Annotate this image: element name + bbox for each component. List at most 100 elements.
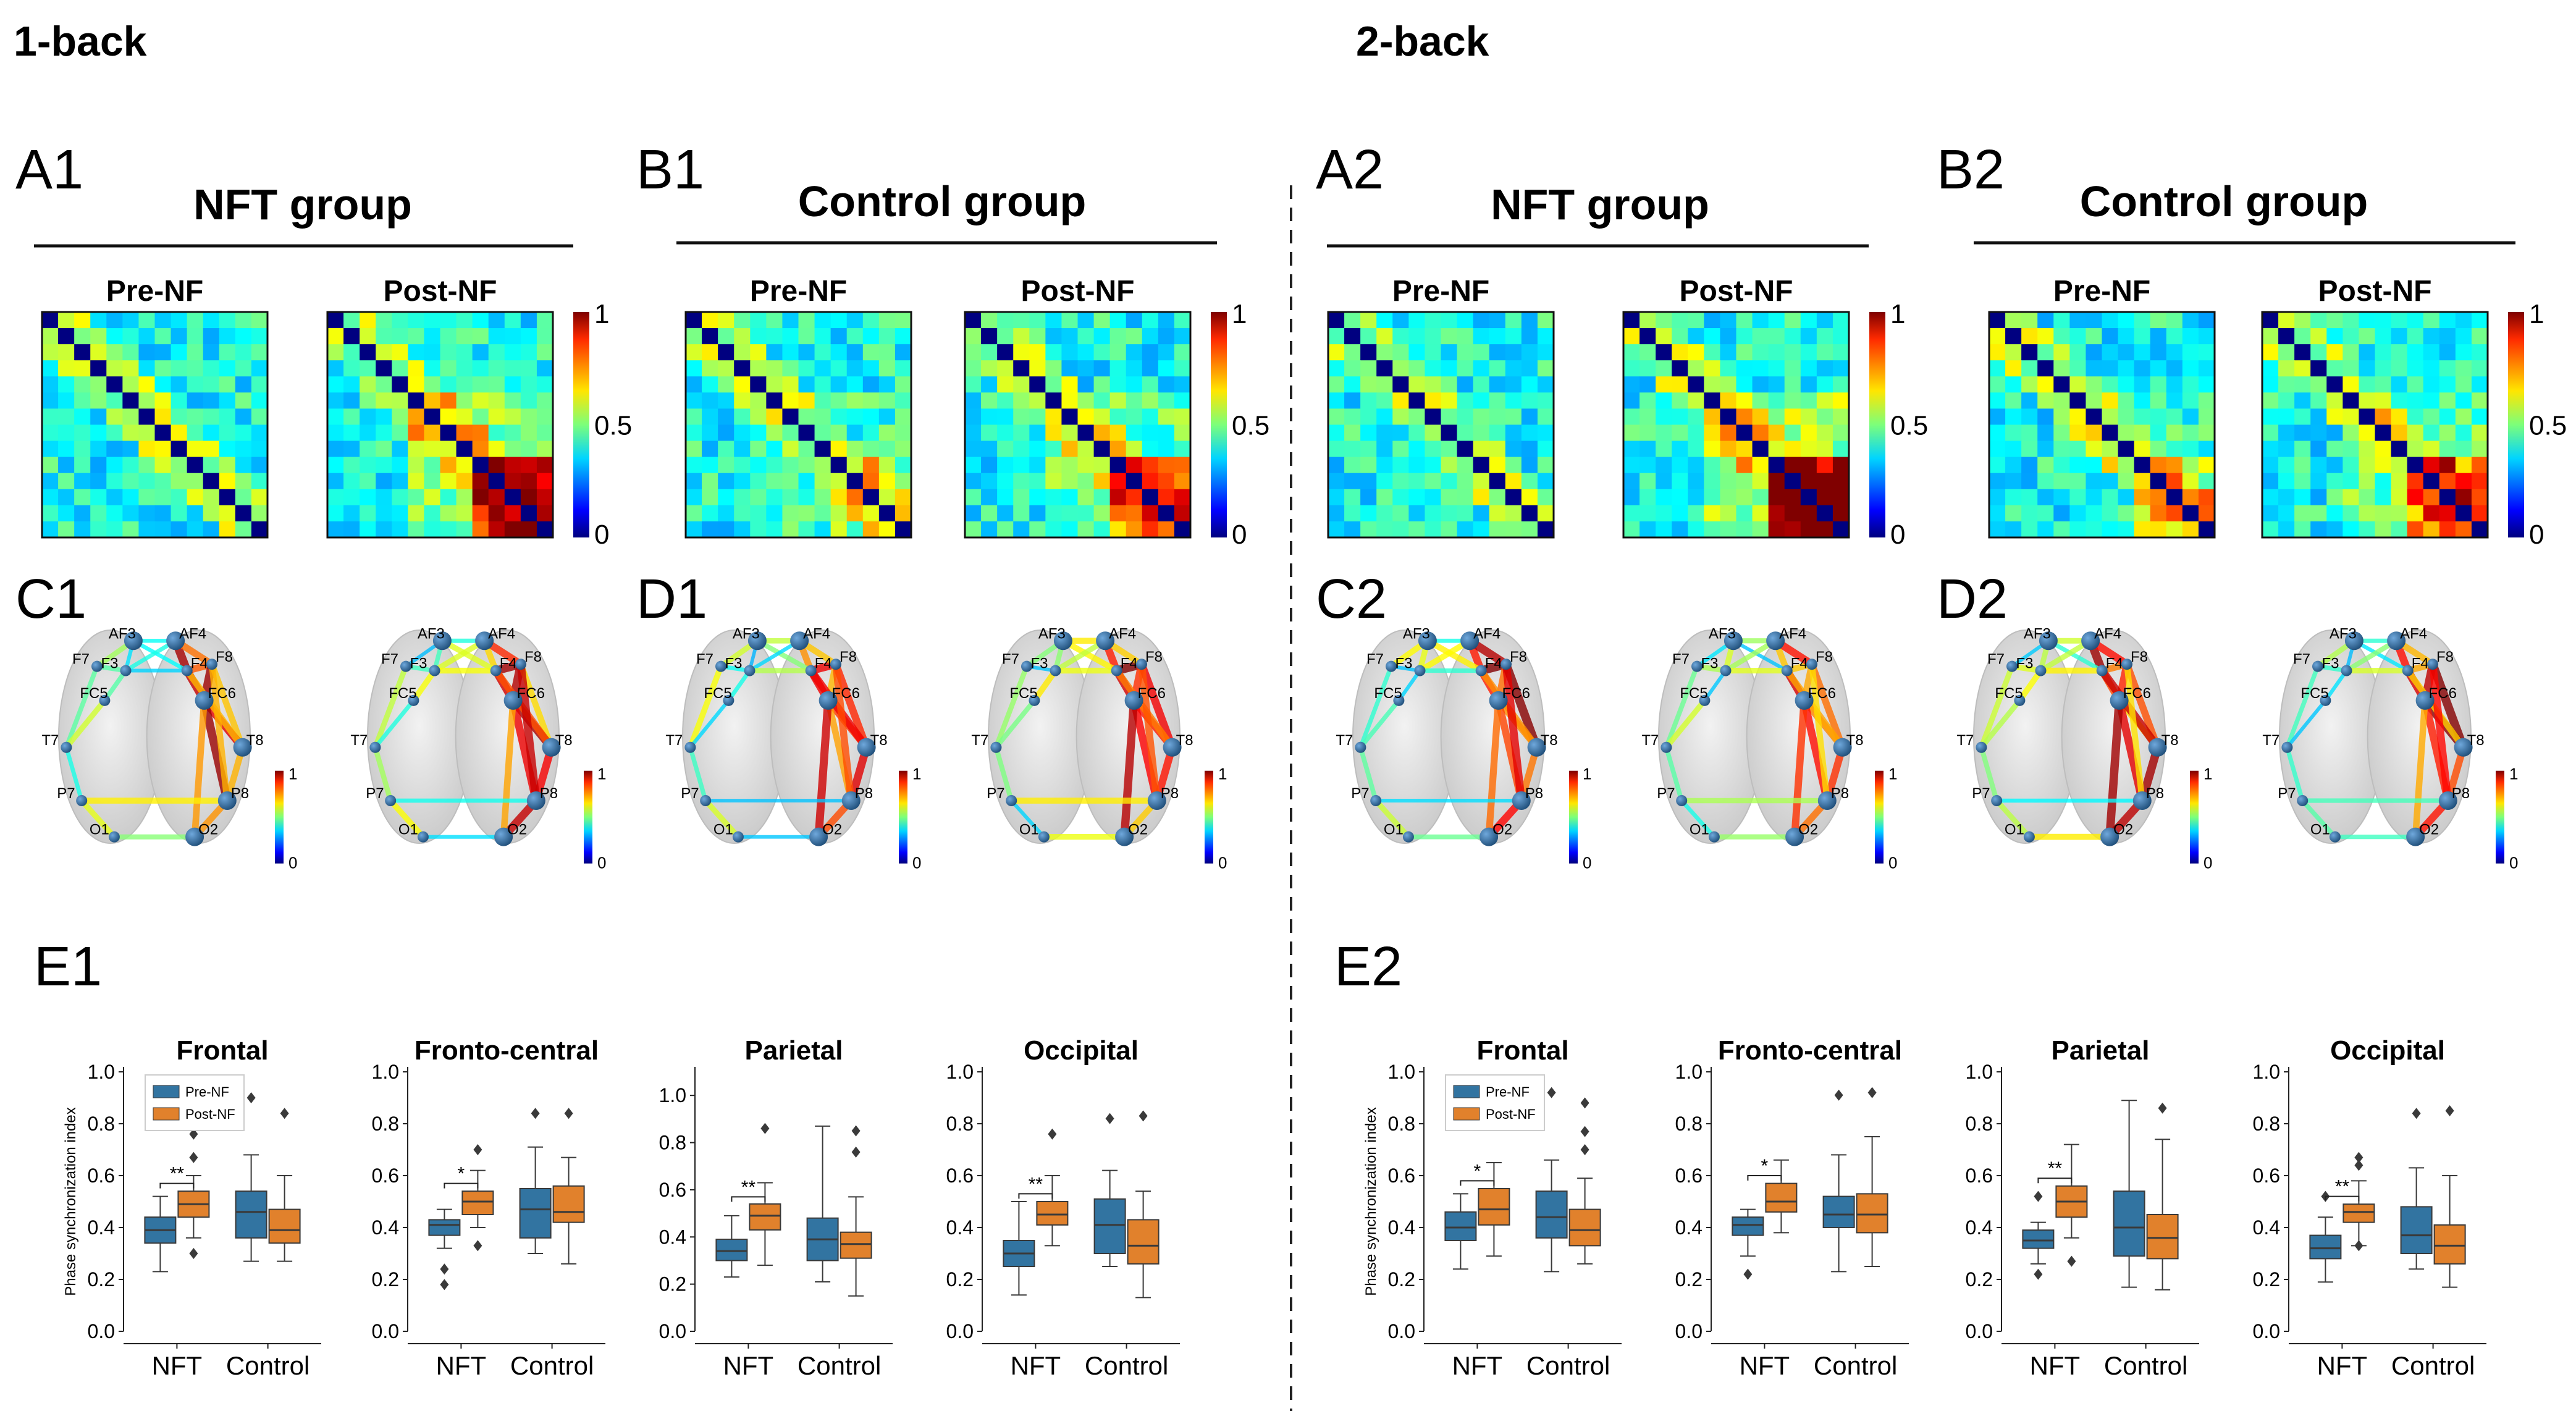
matrix-cell	[2021, 473, 2038, 490]
matrix-cell	[1768, 344, 1785, 361]
matrix-cell	[2455, 505, 2472, 522]
matrix-cell	[1441, 408, 1458, 426]
matrix-cell	[1126, 505, 1143, 522]
legend-swatch	[1453, 1107, 1480, 1121]
matrix-cell	[1457, 521, 1474, 538]
matrix-frame	[964, 311, 1192, 539]
matrix-cell	[456, 376, 473, 393]
matrix-cell	[1489, 376, 1506, 393]
matrix-cell	[424, 457, 441, 474]
matrix-cell	[1109, 473, 1127, 490]
matrix-cell	[2134, 457, 2151, 474]
matrix-cell	[2439, 408, 2456, 426]
y-tick-label: 0.4	[1675, 1216, 1703, 1239]
matrix-cell	[686, 505, 702, 522]
boxplot-title: Fronto-central	[415, 1035, 599, 1066]
matrix-cell	[392, 489, 408, 506]
matrix-cell	[1784, 489, 1801, 506]
matrix-cell	[90, 376, 107, 393]
matrix-cell	[343, 376, 360, 393]
matrix-cell	[536, 360, 554, 377]
matrix-cell	[830, 344, 848, 361]
matrix-cell	[1489, 360, 1506, 377]
matrix-cell	[766, 424, 783, 442]
y-tick-label: 0.2	[1388, 1268, 1415, 1291]
matrix-cell	[2198, 457, 2215, 474]
matrix-cell	[1077, 328, 1095, 345]
matrix-cell	[1029, 489, 1046, 506]
electrode-label: FC6	[832, 685, 860, 702]
matrix-cell	[1704, 489, 1721, 506]
matrix-cell	[2150, 521, 2167, 538]
matrix-cell	[1158, 328, 1175, 345]
matrix-cell	[424, 521, 441, 538]
matrix-cell	[1344, 328, 1361, 345]
x-tick-label: NFT	[436, 1351, 487, 1380]
outlier-point	[2034, 1190, 2043, 1202]
electrode-node	[2344, 631, 2363, 651]
electrode-label: F7	[381, 651, 398, 668]
matrix-cell	[2102, 376, 2119, 393]
matrix-cell	[1158, 376, 1175, 393]
matrix-cell	[1623, 344, 1640, 361]
electrode-label: T8	[1541, 732, 1558, 749]
matrix-cell	[456, 344, 473, 361]
electrode-node	[2387, 631, 2406, 651]
significance-label: *	[458, 1164, 465, 1184]
matrix-cell	[520, 473, 537, 490]
matrix-cell	[90, 312, 107, 329]
matrix-cell	[1800, 473, 1817, 490]
matrix-cell	[1623, 440, 1640, 458]
brain-edge	[79, 798, 117, 839]
outlier-point	[1105, 1113, 1114, 1124]
matrix-cell	[1537, 489, 1554, 506]
colorbar-tick-min: 0	[1583, 854, 1591, 872]
group-title-control-2back: Control group	[2080, 177, 2368, 225]
electrode-node	[2121, 659, 2132, 670]
brain-edge	[64, 699, 107, 749]
matrix-cell	[1473, 408, 1490, 426]
y-tick-label: 0.4	[88, 1216, 115, 1239]
matrix-cell	[2375, 489, 2392, 506]
matrix-cell	[1013, 505, 1030, 522]
matrix-cell	[2198, 360, 2215, 377]
matrix-cell	[1013, 328, 1030, 345]
matrix-cell	[1688, 312, 1704, 329]
matrix-cell	[2134, 505, 2151, 522]
matrix-cell	[235, 521, 252, 538]
matrix-cell	[2134, 440, 2151, 458]
electrode-node	[841, 791, 861, 810]
matrix-cell	[2086, 473, 2103, 490]
matrix-cell	[1174, 521, 1191, 538]
matrix-cell	[122, 408, 140, 426]
matrix-cell	[2326, 376, 2343, 393]
electrode-node	[1661, 741, 1672, 753]
matrix-cell	[187, 312, 204, 329]
matrix-cell	[1093, 440, 1111, 458]
electrode-label: T8	[2161, 732, 2179, 749]
colorbar-tick-max: 1	[1583, 765, 1591, 783]
matrix-cell	[1376, 457, 1393, 474]
matrix-cell	[878, 457, 896, 474]
outlier-point	[2354, 1160, 2363, 1171]
matrix-cell	[251, 424, 268, 442]
matrix-cell	[750, 440, 767, 458]
matrix-cell	[1473, 328, 1490, 345]
matrix-cell	[122, 424, 140, 442]
matrix-cell	[878, 392, 896, 410]
matrix-cell	[1109, 376, 1127, 393]
matrix-cell	[2005, 376, 2022, 393]
matrix-cell	[154, 473, 172, 490]
matrix-cell	[2118, 376, 2135, 393]
matrix-cell	[74, 521, 91, 538]
matrix-cell	[2198, 344, 2215, 361]
brain-edge	[411, 668, 437, 702]
matrix-cell	[42, 344, 59, 361]
matrix-cell	[766, 328, 783, 345]
matrix-cell	[2407, 440, 2424, 458]
matrix-cell	[2423, 376, 2440, 393]
matrix-cell	[1623, 360, 1640, 377]
